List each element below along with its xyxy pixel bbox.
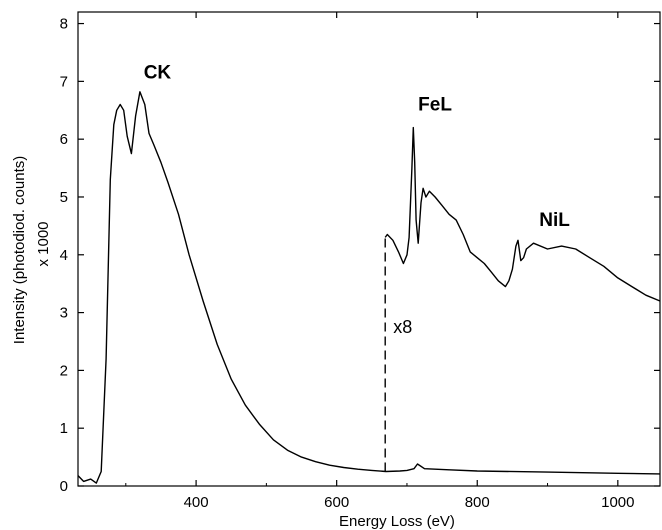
x-tick-label: 800 (465, 494, 490, 511)
x-tick-label: 600 (324, 494, 349, 511)
y-tick-label: 5 (60, 189, 68, 206)
x-tick-label: 1000 (601, 494, 634, 511)
axis-labels: Energy Loss (eV) Intensity (photodiod. c… (11, 156, 455, 530)
y-tick-label: 7 (60, 73, 68, 90)
y-axis-label: Intensity (photodiod. counts) (11, 156, 28, 344)
annotation-ck: CK (144, 62, 172, 83)
y-tick-label: 6 (60, 131, 68, 148)
y-tick-label: 8 (60, 16, 68, 33)
annotations: CK FeL NiL x8 (144, 62, 571, 336)
axis-ticks: 400 600 800 1000 0 1 2 3 4 5 6 7 8 (60, 12, 660, 511)
y-tick-label: 1 (60, 420, 68, 437)
annotation-nil: NiL (539, 210, 570, 231)
y-tick-label: 4 (60, 247, 68, 264)
x-axis-label: Energy Loss (eV) (339, 513, 455, 530)
y-tick-label: 2 (60, 362, 68, 379)
annotation-fel: FeL (418, 94, 452, 115)
series-line-full-spectrum (77, 91, 661, 484)
y-tick-label: 0 (60, 478, 68, 495)
series-group (77, 91, 661, 484)
y-axis-multiplier: x 1000 (35, 221, 52, 266)
series-line-magnified (384, 126, 661, 302)
x-tick-label: 400 (184, 494, 209, 511)
plot-area-border (77, 11, 661, 487)
y-tick-label: 3 (60, 305, 68, 322)
annotation-x8: x8 (393, 317, 412, 337)
plot-frame (77, 11, 661, 487)
